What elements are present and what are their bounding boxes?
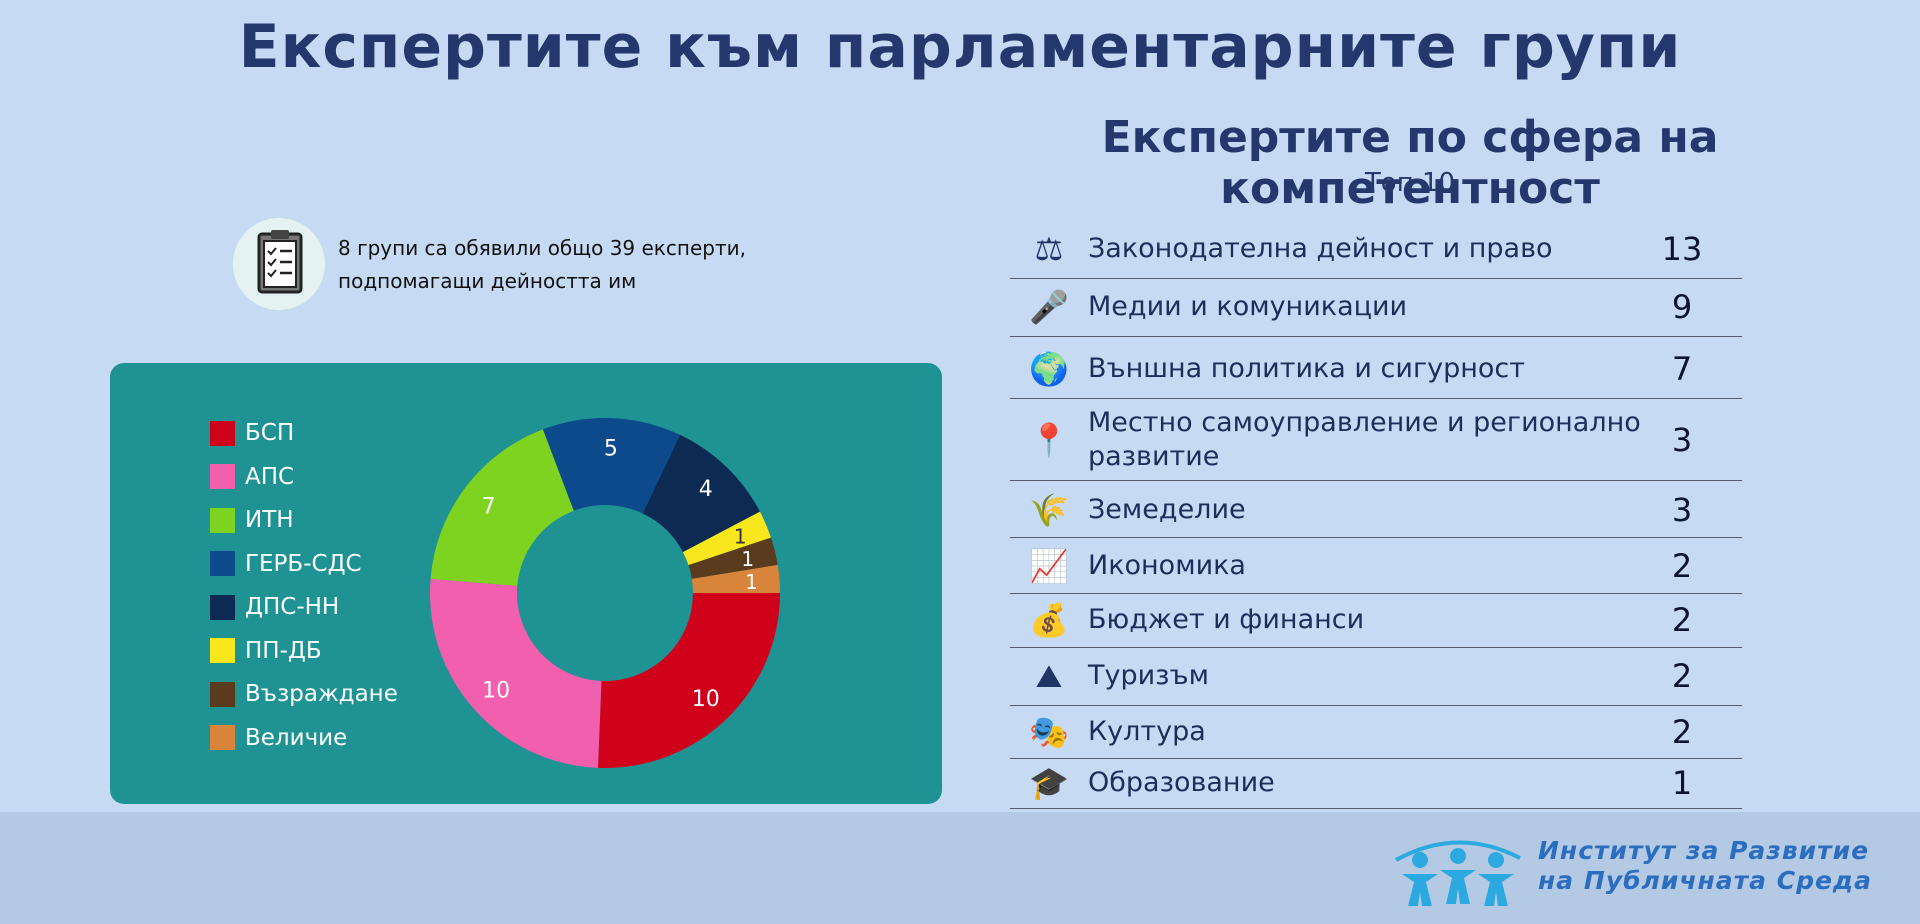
donut-slice: [691, 564, 780, 593]
legend-item: ПП-ДБ: [210, 633, 398, 669]
ranking-row: ⚖ Законодателна дейност и право 13: [1010, 220, 1742, 279]
ranking-row-label: Местно самоуправление и регионално разви…: [1088, 407, 1641, 472]
ranking-row-value: 2: [1671, 657, 1693, 695]
ranking-row-label: Земеделие: [1088, 494, 1246, 525]
legend-label: Възраждане: [245, 681, 398, 707]
ranking-row: 🎤 Медии и комуникации 9: [1010, 278, 1742, 337]
slice-value-label: 1: [734, 524, 747, 548]
ranking-row: 🌍 Външна политика и сигурност 7: [1010, 340, 1742, 399]
legend-label: ГЕРБ-СДС: [245, 550, 362, 577]
legend-label: АПС: [245, 463, 295, 490]
ranking-row-value: 2: [1671, 601, 1693, 639]
ranking-row-label: Законодателна дейност и право: [1088, 233, 1553, 264]
legend-label: Величие: [245, 724, 348, 751]
ranking-row-label: Медии и комуникации: [1088, 291, 1408, 322]
ranking-row-label: Бюджет и финанси: [1088, 604, 1365, 635]
ranking-row: 🎓 Образование 1: [1010, 758, 1742, 809]
page-title: Експертите към парламентарните групи: [238, 12, 1682, 82]
donut-slice: [688, 537, 778, 579]
slice-value-label: 1: [745, 570, 758, 594]
wheat-icon: 🌾: [1029, 491, 1069, 529]
logo-line-2: на Публичната Среда: [1538, 866, 1872, 895]
ranking-subtitle: Топ 10: [1364, 168, 1456, 198]
ranking-row-label: Външна политика и сигурност: [1088, 353, 1525, 384]
ranking-row-label: Туризъм: [1088, 660, 1209, 691]
legend-swatch: [210, 681, 235, 707]
chart-legend: БСП АПС ИТН ГЕРБ-СДС ДПС-НН ПП-ДБ Възраждане Ве…: [210, 415, 398, 763]
ranking-row-value: 1: [1671, 764, 1693, 802]
ranking-row-value: 3: [1671, 421, 1693, 459]
legend-item: Възраждане: [210, 676, 398, 712]
legend-swatch: [210, 420, 235, 446]
summary-text: 8 групи са обявили общо 39 експерти, под…: [338, 232, 808, 298]
ranking-row-value: 13: [1661, 230, 1703, 268]
donut-slice: [682, 511, 771, 566]
slice-value-label: 4: [699, 477, 713, 502]
microphone-icon: 🎤: [1029, 288, 1069, 326]
donut-slice: [597, 593, 780, 768]
ranking-row: ⛰ Туризъм 2: [1010, 647, 1742, 706]
ranking-row-label: Образование: [1088, 767, 1275, 798]
slice-value-label: 1: [741, 547, 754, 571]
logo-line-1: Институт за Развитие: [1538, 836, 1870, 865]
legend-label: ПП-ДБ: [245, 637, 322, 664]
legend-label: ДПС-НН: [245, 594, 340, 620]
donut-slice: [642, 434, 760, 553]
ranking-row-label: Култура: [1088, 716, 1206, 747]
legend-item: АПС: [210, 459, 398, 495]
slice-value-label: 10: [692, 687, 720, 712]
globe-icon: 🌍: [1029, 350, 1069, 388]
ranking-row: 🌾 Земеделие 3: [1010, 483, 1742, 538]
donut-chart-panel: БСП АПС ИТН ГЕРБ-СДС ДПС-НН ПП-ДБ Възраждане Ве…: [110, 363, 942, 804]
graduation-cap-icon: 🎓: [1029, 764, 1069, 802]
legend-item: Величие: [210, 720, 398, 756]
legend-swatch: [210, 638, 235, 663]
ranking-row-value: 2: [1671, 713, 1693, 751]
legend-swatch: [210, 725, 235, 750]
logo-text: Институт за Развитие на Публичната Среда: [1538, 836, 1872, 896]
ranking-row-value: 2: [1671, 547, 1693, 585]
map-location-pins-icon: 📍: [1029, 421, 1069, 459]
legend-label: БСП: [245, 420, 295, 446]
donut-slice: [430, 578, 602, 768]
people-group-logo-icon: [1395, 840, 1521, 906]
theater-masks-icon: 🎭: [1029, 713, 1069, 751]
legend-swatch: [210, 594, 235, 620]
ranking-row-label: Икономика: [1088, 550, 1246, 581]
ranking-title: Експертите по сфера на компетентност: [1101, 112, 1719, 214]
growth-chart-icon: 📈: [1029, 547, 1069, 585]
ranking-row: 💰 Бюджет и финанси 2: [1010, 593, 1742, 648]
slice-value-label: 7: [482, 495, 496, 520]
legend-swatch: [210, 464, 235, 489]
ranking-row: 📈 Икономика 2: [1010, 539, 1742, 594]
donut-slice: [542, 418, 681, 514]
slice-value-label: 10: [482, 678, 510, 703]
money-bag-calculator-icon: 💰: [1029, 601, 1069, 639]
ranking-row-value: 3: [1671, 491, 1693, 529]
summary-line-2: подпомагащи дейността им: [338, 269, 637, 293]
donut-slice: [430, 429, 574, 586]
scales-of-justice-icon: ⚖: [1034, 230, 1064, 268]
legend-swatch: [210, 507, 235, 533]
legend-item: ИТН: [210, 502, 398, 538]
clipboard-checklist-icon: [233, 218, 325, 310]
footer: Институт за Развитие на Публичната Среда: [0, 812, 1920, 924]
summary-line-1: 8 групи са обявили общо 39 експерти,: [338, 236, 746, 260]
legend-item: ГЕРБ-СДС: [210, 546, 398, 582]
ranking-row-value: 7: [1671, 350, 1693, 388]
ranking-row: 🎭 Култура 2: [1010, 706, 1742, 759]
legend-label: ИТН: [245, 507, 294, 533]
legend-swatch: [210, 551, 235, 576]
legend-item: БСП: [210, 415, 398, 451]
ranking-row-value: 9: [1671, 288, 1693, 326]
slice-value-label: 5: [604, 437, 618, 462]
mountain-travel-icon: ⛰: [1035, 657, 1063, 695]
ranking-row: 📍 Местно самоуправление и регионално разв…: [1010, 400, 1742, 481]
legend-item: ДПС-НН: [210, 589, 398, 625]
